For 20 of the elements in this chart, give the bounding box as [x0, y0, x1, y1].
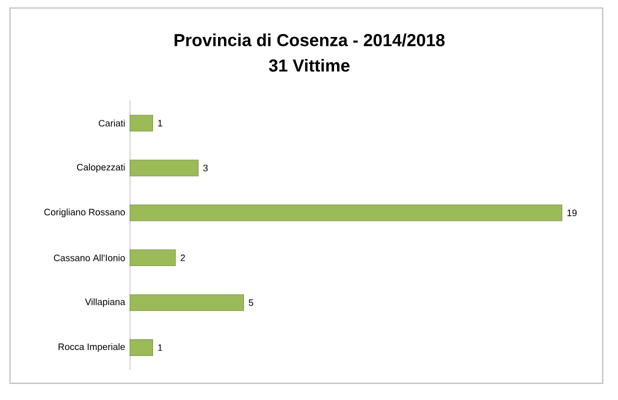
y-tick-label: Cassano All'Ionio — [54, 254, 125, 262]
y-tick-label: Corigliano Rossano — [44, 208, 125, 218]
bar — [130, 250, 176, 266]
data-label: 3 — [203, 164, 208, 172]
data-label: 1 — [158, 120, 162, 126]
y-tick-label: Rocca Imperiale — [58, 343, 125, 352]
bar — [130, 339, 154, 356]
y-tick-label: Calopezzati — [77, 164, 125, 172]
y-tick-label: Villapiana — [85, 298, 126, 308]
bar — [130, 114, 154, 132]
y-tick-label: Cariati — [98, 120, 125, 127]
data-label: 2 — [180, 254, 185, 262]
data-label: 5 — [248, 299, 254, 306]
bar — [130, 294, 244, 311]
chart-title: Provincia di Cosenza - 2014/2018 — [174, 34, 445, 46]
data-label: 19 — [567, 210, 577, 216]
data-label: 1 — [158, 344, 162, 351]
chart-subtitle: 31 Vittime — [268, 58, 350, 72]
bar — [130, 160, 198, 176]
bar — [130, 204, 562, 222]
